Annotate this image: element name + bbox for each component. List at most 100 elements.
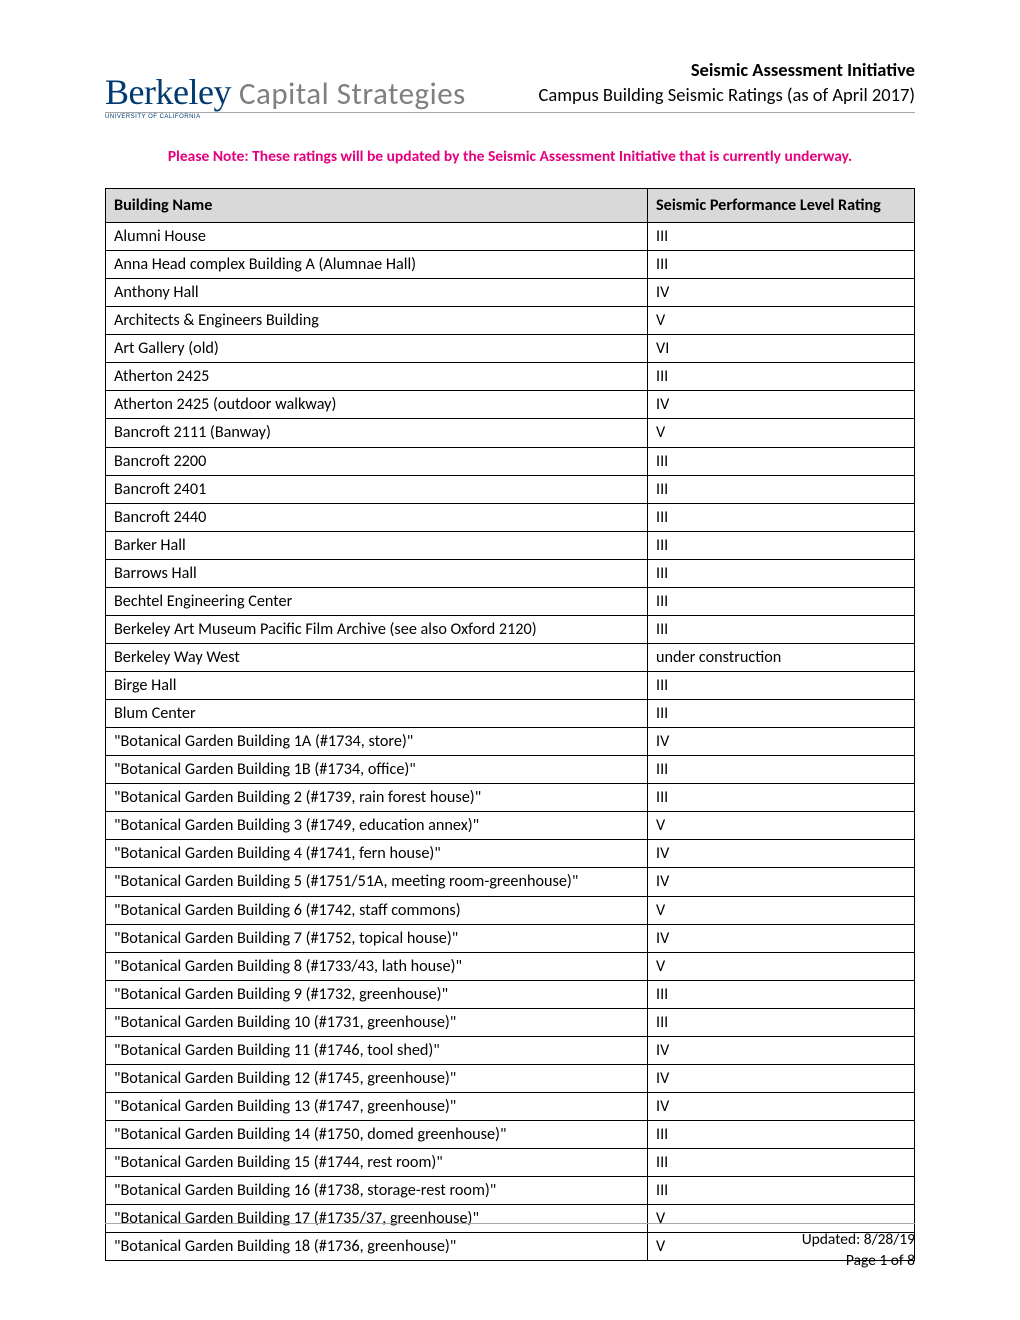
- table-row: Bancroft 2401III: [106, 475, 915, 503]
- logo-unit: Capital Strategies: [239, 79, 466, 110]
- table-row: "Botanical Garden Building 13 (#1747, gr…: [106, 1092, 915, 1120]
- cell-rating: III: [648, 503, 915, 531]
- page-footer: Updated: 8/28/19 Page 1 of 8: [105, 1223, 915, 1272]
- table-row: Bancroft 2111 (Banway)V: [106, 419, 915, 447]
- cell-building-name: Birge Hall: [106, 672, 648, 700]
- footer-page: Page 1 of 8: [105, 1251, 915, 1272]
- cell-building-name: Atherton 2425 (outdoor walkway): [106, 391, 648, 419]
- cell-building-name: "Botanical Garden Building 8 (#1733/43, …: [106, 952, 648, 980]
- header-subtitle: Campus Building Seismic Ratings (as of A…: [539, 83, 915, 108]
- header-title: Seismic Assessment Initiative: [539, 58, 915, 83]
- cell-building-name: Bancroft 2111 (Banway): [106, 419, 648, 447]
- cell-building-name: "Botanical Garden Building 15 (#1744, re…: [106, 1149, 648, 1177]
- footer-updated: Updated: 8/28/19: [105, 1230, 915, 1251]
- cell-rating: IV: [648, 279, 915, 307]
- cell-rating: IV: [648, 1064, 915, 1092]
- table-row: "Botanical Garden Building 1B (#1734, of…: [106, 756, 915, 784]
- cell-building-name: "Botanical Garden Building 13 (#1747, gr…: [106, 1092, 648, 1120]
- table-row: "Botanical Garden Building 6 (#1742, sta…: [106, 896, 915, 924]
- cell-rating: III: [648, 700, 915, 728]
- table-row: "Botanical Garden Building 5 (#1751/51A,…: [106, 868, 915, 896]
- table-row: "Botanical Garden Building 16 (#1738, st…: [106, 1177, 915, 1205]
- col-header-name: Building Name: [106, 188, 648, 222]
- cell-rating: IV: [648, 728, 915, 756]
- table-row: "Botanical Garden Building 9 (#1732, gre…: [106, 980, 915, 1008]
- cell-building-name: "Botanical Garden Building 9 (#1732, gre…: [106, 980, 648, 1008]
- table-row: Berkeley Way Westunder construction: [106, 643, 915, 671]
- table-row: "Botanical Garden Building 3 (#1749, edu…: [106, 812, 915, 840]
- logo: Berkeley UNIVERSITY OF CALIFORNIA Capita…: [105, 74, 466, 110]
- cell-building-name: Barrows Hall: [106, 559, 648, 587]
- cell-rating: III: [648, 587, 915, 615]
- cell-rating: III: [648, 672, 915, 700]
- cell-rating: III: [648, 223, 915, 251]
- cell-building-name: "Botanical Garden Building 11 (#1746, to…: [106, 1036, 648, 1064]
- cell-rating: IV: [648, 868, 915, 896]
- cell-building-name: Architects & Engineers Building: [106, 307, 648, 335]
- cell-rating: III: [648, 615, 915, 643]
- table-row: "Botanical Garden Building 15 (#1744, re…: [106, 1149, 915, 1177]
- cell-rating: V: [648, 952, 915, 980]
- cell-rating: III: [648, 1177, 915, 1205]
- cell-rating: III: [648, 1149, 915, 1177]
- table-row: "Botanical Garden Building 10 (#1731, gr…: [106, 1008, 915, 1036]
- header-titles: Seismic Assessment Initiative Campus Bui…: [539, 58, 915, 110]
- cell-rating: III: [648, 784, 915, 812]
- cell-rating: III: [648, 447, 915, 475]
- cell-building-name: Bancroft 2440: [106, 503, 648, 531]
- table-row: "Botanical Garden Building 4 (#1741, fer…: [106, 840, 915, 868]
- table-row: Bechtel Engineering CenterIII: [106, 587, 915, 615]
- table-row: Anthony HallIV: [106, 279, 915, 307]
- cell-rating: V: [648, 307, 915, 335]
- table-row: Alumni HouseIII: [106, 223, 915, 251]
- table-row: "Botanical Garden Building 8 (#1733/43, …: [106, 952, 915, 980]
- cell-rating: III: [648, 980, 915, 1008]
- table-row: Blum CenterIII: [106, 700, 915, 728]
- cell-building-name: Anthony Hall: [106, 279, 648, 307]
- table-row: Barrows HallIII: [106, 559, 915, 587]
- cell-rating: IV: [648, 1036, 915, 1064]
- table-row: Barker HallIII: [106, 531, 915, 559]
- cell-rating: III: [648, 251, 915, 279]
- ratings-table: Building Name Seismic Performance Level …: [105, 188, 915, 1261]
- cell-building-name: Blum Center: [106, 700, 648, 728]
- table-row: "Botanical Garden Building 7 (#1752, top…: [106, 924, 915, 952]
- cell-building-name: "Botanical Garden Building 1B (#1734, of…: [106, 756, 648, 784]
- cell-building-name: Berkeley Way West: [106, 643, 648, 671]
- table-row: Atherton 2425III: [106, 363, 915, 391]
- logo-main-text: Berkeley: [105, 72, 231, 112]
- cell-building-name: Berkeley Art Museum Pacific Film Archive…: [106, 615, 648, 643]
- col-header-rating: Seismic Performance Level Rating: [648, 188, 915, 222]
- logo-sub-text: UNIVERSITY OF CALIFORNIA: [105, 114, 201, 120]
- table-row: "Botanical Garden Building 2 (#1739, rai…: [106, 784, 915, 812]
- cell-rating: V: [648, 896, 915, 924]
- cell-rating: III: [648, 1008, 915, 1036]
- cell-building-name: "Botanical Garden Building 5 (#1751/51A,…: [106, 868, 648, 896]
- cell-building-name: "Botanical Garden Building 12 (#1745, gr…: [106, 1064, 648, 1092]
- cell-building-name: Alumni House: [106, 223, 648, 251]
- cell-rating: III: [648, 363, 915, 391]
- table-row: "Botanical Garden Building 1A (#1734, st…: [106, 728, 915, 756]
- cell-rating: IV: [648, 840, 915, 868]
- table-header-row: Building Name Seismic Performance Level …: [106, 188, 915, 222]
- table-row: "Botanical Garden Building 12 (#1745, gr…: [106, 1064, 915, 1092]
- cell-rating: VI: [648, 335, 915, 363]
- table-row: Anna Head complex Building A (Alumnae Ha…: [106, 251, 915, 279]
- cell-building-name: Art Gallery (old): [106, 335, 648, 363]
- cell-rating: III: [648, 531, 915, 559]
- cell-building-name: "Botanical Garden Building 2 (#1739, rai…: [106, 784, 648, 812]
- cell-rating: V: [648, 812, 915, 840]
- table-row: Art Gallery (old)VI: [106, 335, 915, 363]
- table-row: "Botanical Garden Building 11 (#1746, to…: [106, 1036, 915, 1064]
- cell-rating: IV: [648, 1092, 915, 1120]
- cell-building-name: "Botanical Garden Building 7 (#1752, top…: [106, 924, 648, 952]
- cell-rating: IV: [648, 391, 915, 419]
- table-row: Berkeley Art Museum Pacific Film Archive…: [106, 615, 915, 643]
- table-row: Architects & Engineers BuildingV: [106, 307, 915, 335]
- cell-building-name: "Botanical Garden Building 16 (#1738, st…: [106, 1177, 648, 1205]
- cell-rating: III: [648, 756, 915, 784]
- cell-building-name: Bancroft 2401: [106, 475, 648, 503]
- cell-rating: IV: [648, 924, 915, 952]
- cell-building-name: Barker Hall: [106, 531, 648, 559]
- notice-text: Please Note: These ratings will be updat…: [105, 147, 915, 166]
